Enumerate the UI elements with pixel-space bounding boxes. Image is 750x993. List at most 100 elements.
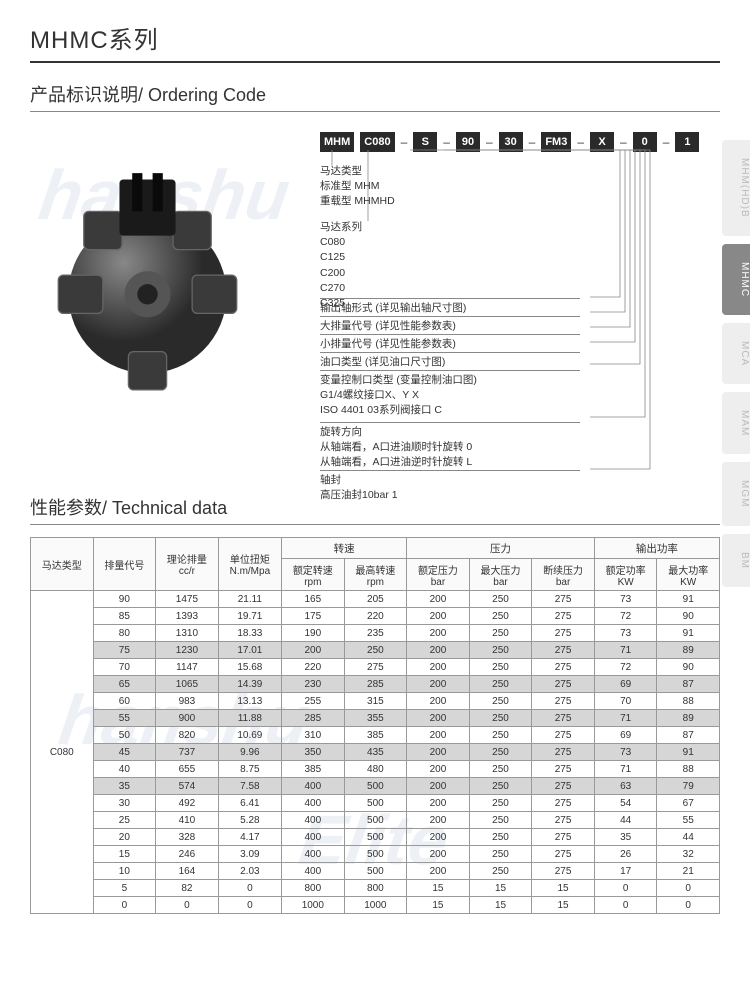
th: 最大压力bar bbox=[469, 559, 532, 591]
td: 5.28 bbox=[218, 812, 281, 829]
td: 11.88 bbox=[218, 710, 281, 727]
td: 1475 bbox=[156, 591, 219, 608]
td: 90 bbox=[657, 659, 720, 676]
td: 250 bbox=[469, 693, 532, 710]
td: 235 bbox=[344, 625, 407, 642]
td: 14.39 bbox=[218, 676, 281, 693]
td: 275 bbox=[532, 608, 595, 625]
td: 10 bbox=[93, 863, 156, 880]
legend-rotation: 旋转方向 从轴端看，A口进油顺时针旋转 0 从轴端看，A口进油逆时针旋转 L bbox=[320, 420, 580, 471]
tab-mca: MCA bbox=[722, 323, 750, 384]
td: 400 bbox=[282, 778, 345, 795]
td: 500 bbox=[344, 863, 407, 880]
td: 190 bbox=[282, 625, 345, 642]
td: 800 bbox=[282, 880, 345, 897]
td: 200 bbox=[407, 591, 470, 608]
td: 400 bbox=[282, 846, 345, 863]
td: 200 bbox=[407, 761, 470, 778]
td: 8.75 bbox=[218, 761, 281, 778]
td: 200 bbox=[407, 795, 470, 812]
th-disp-code: 排量代号 bbox=[93, 538, 156, 591]
dash: – bbox=[443, 135, 450, 149]
td: 250 bbox=[469, 727, 532, 744]
dash: – bbox=[663, 135, 670, 149]
table-row: 355747.584005002002502756379 bbox=[31, 778, 720, 795]
td: 285 bbox=[282, 710, 345, 727]
code-box: 90 bbox=[456, 132, 480, 152]
td: 200 bbox=[407, 710, 470, 727]
td: 275 bbox=[532, 744, 595, 761]
td: 0 bbox=[657, 880, 720, 897]
th-model: 马达类型 bbox=[31, 538, 94, 591]
td: 1065 bbox=[156, 676, 219, 693]
table-row: C08090147521.111652052002502757391 bbox=[31, 591, 720, 608]
page-title: MHMC系列 bbox=[30, 20, 720, 55]
td: 9.96 bbox=[218, 744, 281, 761]
td: 1000 bbox=[344, 897, 407, 914]
th-power-group: 输出功率 bbox=[594, 538, 719, 559]
td: 250 bbox=[469, 744, 532, 761]
td: 15 bbox=[93, 846, 156, 863]
td: 220 bbox=[344, 608, 407, 625]
td: 250 bbox=[469, 659, 532, 676]
td: 13.13 bbox=[218, 693, 281, 710]
td: 73 bbox=[594, 591, 657, 608]
th: 断续压力bar bbox=[532, 559, 595, 591]
table-row: 152463.094005002002502752632 bbox=[31, 846, 720, 863]
td: 88 bbox=[657, 693, 720, 710]
code-box: S bbox=[413, 132, 437, 152]
td: 385 bbox=[282, 761, 345, 778]
td: 30 bbox=[93, 795, 156, 812]
td: 55 bbox=[657, 812, 720, 829]
td: 80 bbox=[93, 625, 156, 642]
td: 410 bbox=[156, 812, 219, 829]
th: 最高转速rpm bbox=[344, 559, 407, 591]
td: 250 bbox=[469, 795, 532, 812]
tab-bm: BM bbox=[722, 534, 750, 587]
td: 0 bbox=[156, 897, 219, 914]
td: 275 bbox=[532, 863, 595, 880]
td: 50 bbox=[93, 727, 156, 744]
th-torque: 单位扭矩N.m/Mpa bbox=[218, 538, 281, 591]
table-row: 203284.174005002002502753544 bbox=[31, 829, 720, 846]
td: 200 bbox=[407, 863, 470, 880]
td: 275 bbox=[532, 761, 595, 778]
td: 400 bbox=[282, 829, 345, 846]
td: 275 bbox=[532, 727, 595, 744]
table-row: 406558.753854802002502757188 bbox=[31, 761, 720, 778]
td: 165 bbox=[282, 591, 345, 608]
td: 250 bbox=[469, 812, 532, 829]
td: 275 bbox=[532, 778, 595, 795]
td: 90 bbox=[657, 608, 720, 625]
td: 200 bbox=[407, 676, 470, 693]
td: 220 bbox=[282, 659, 345, 676]
table-row: 0001000100015151500 bbox=[31, 897, 720, 914]
td: 200 bbox=[407, 744, 470, 761]
td: 90 bbox=[93, 591, 156, 608]
td: 21 bbox=[657, 863, 720, 880]
td: 71 bbox=[594, 761, 657, 778]
td: 275 bbox=[344, 659, 407, 676]
td: 89 bbox=[657, 710, 720, 727]
tech-table: 马达类型 排量代号 理论排量cc/r 单位扭矩N.m/Mpa 转速 压力 输出功… bbox=[30, 537, 720, 914]
td: 230 bbox=[282, 676, 345, 693]
td: 71 bbox=[594, 710, 657, 727]
td: 15 bbox=[469, 880, 532, 897]
td: 655 bbox=[156, 761, 219, 778]
td: 85 bbox=[93, 608, 156, 625]
td: 69 bbox=[594, 676, 657, 693]
td: 15 bbox=[532, 880, 595, 897]
td: 275 bbox=[532, 625, 595, 642]
td: 1230 bbox=[156, 642, 219, 659]
td: 5 bbox=[93, 880, 156, 897]
td: 91 bbox=[657, 744, 720, 761]
code-box: X bbox=[590, 132, 614, 152]
td: 91 bbox=[657, 625, 720, 642]
td: 20 bbox=[93, 829, 156, 846]
th: 额定压力bar bbox=[407, 559, 470, 591]
td: 200 bbox=[407, 659, 470, 676]
td: 500 bbox=[344, 846, 407, 863]
code-box: 30 bbox=[499, 132, 523, 152]
ordering-area: MHM C080– S– 90– 30– FM3– X– 0– 1 bbox=[30, 124, 720, 494]
dash: – bbox=[620, 135, 627, 149]
